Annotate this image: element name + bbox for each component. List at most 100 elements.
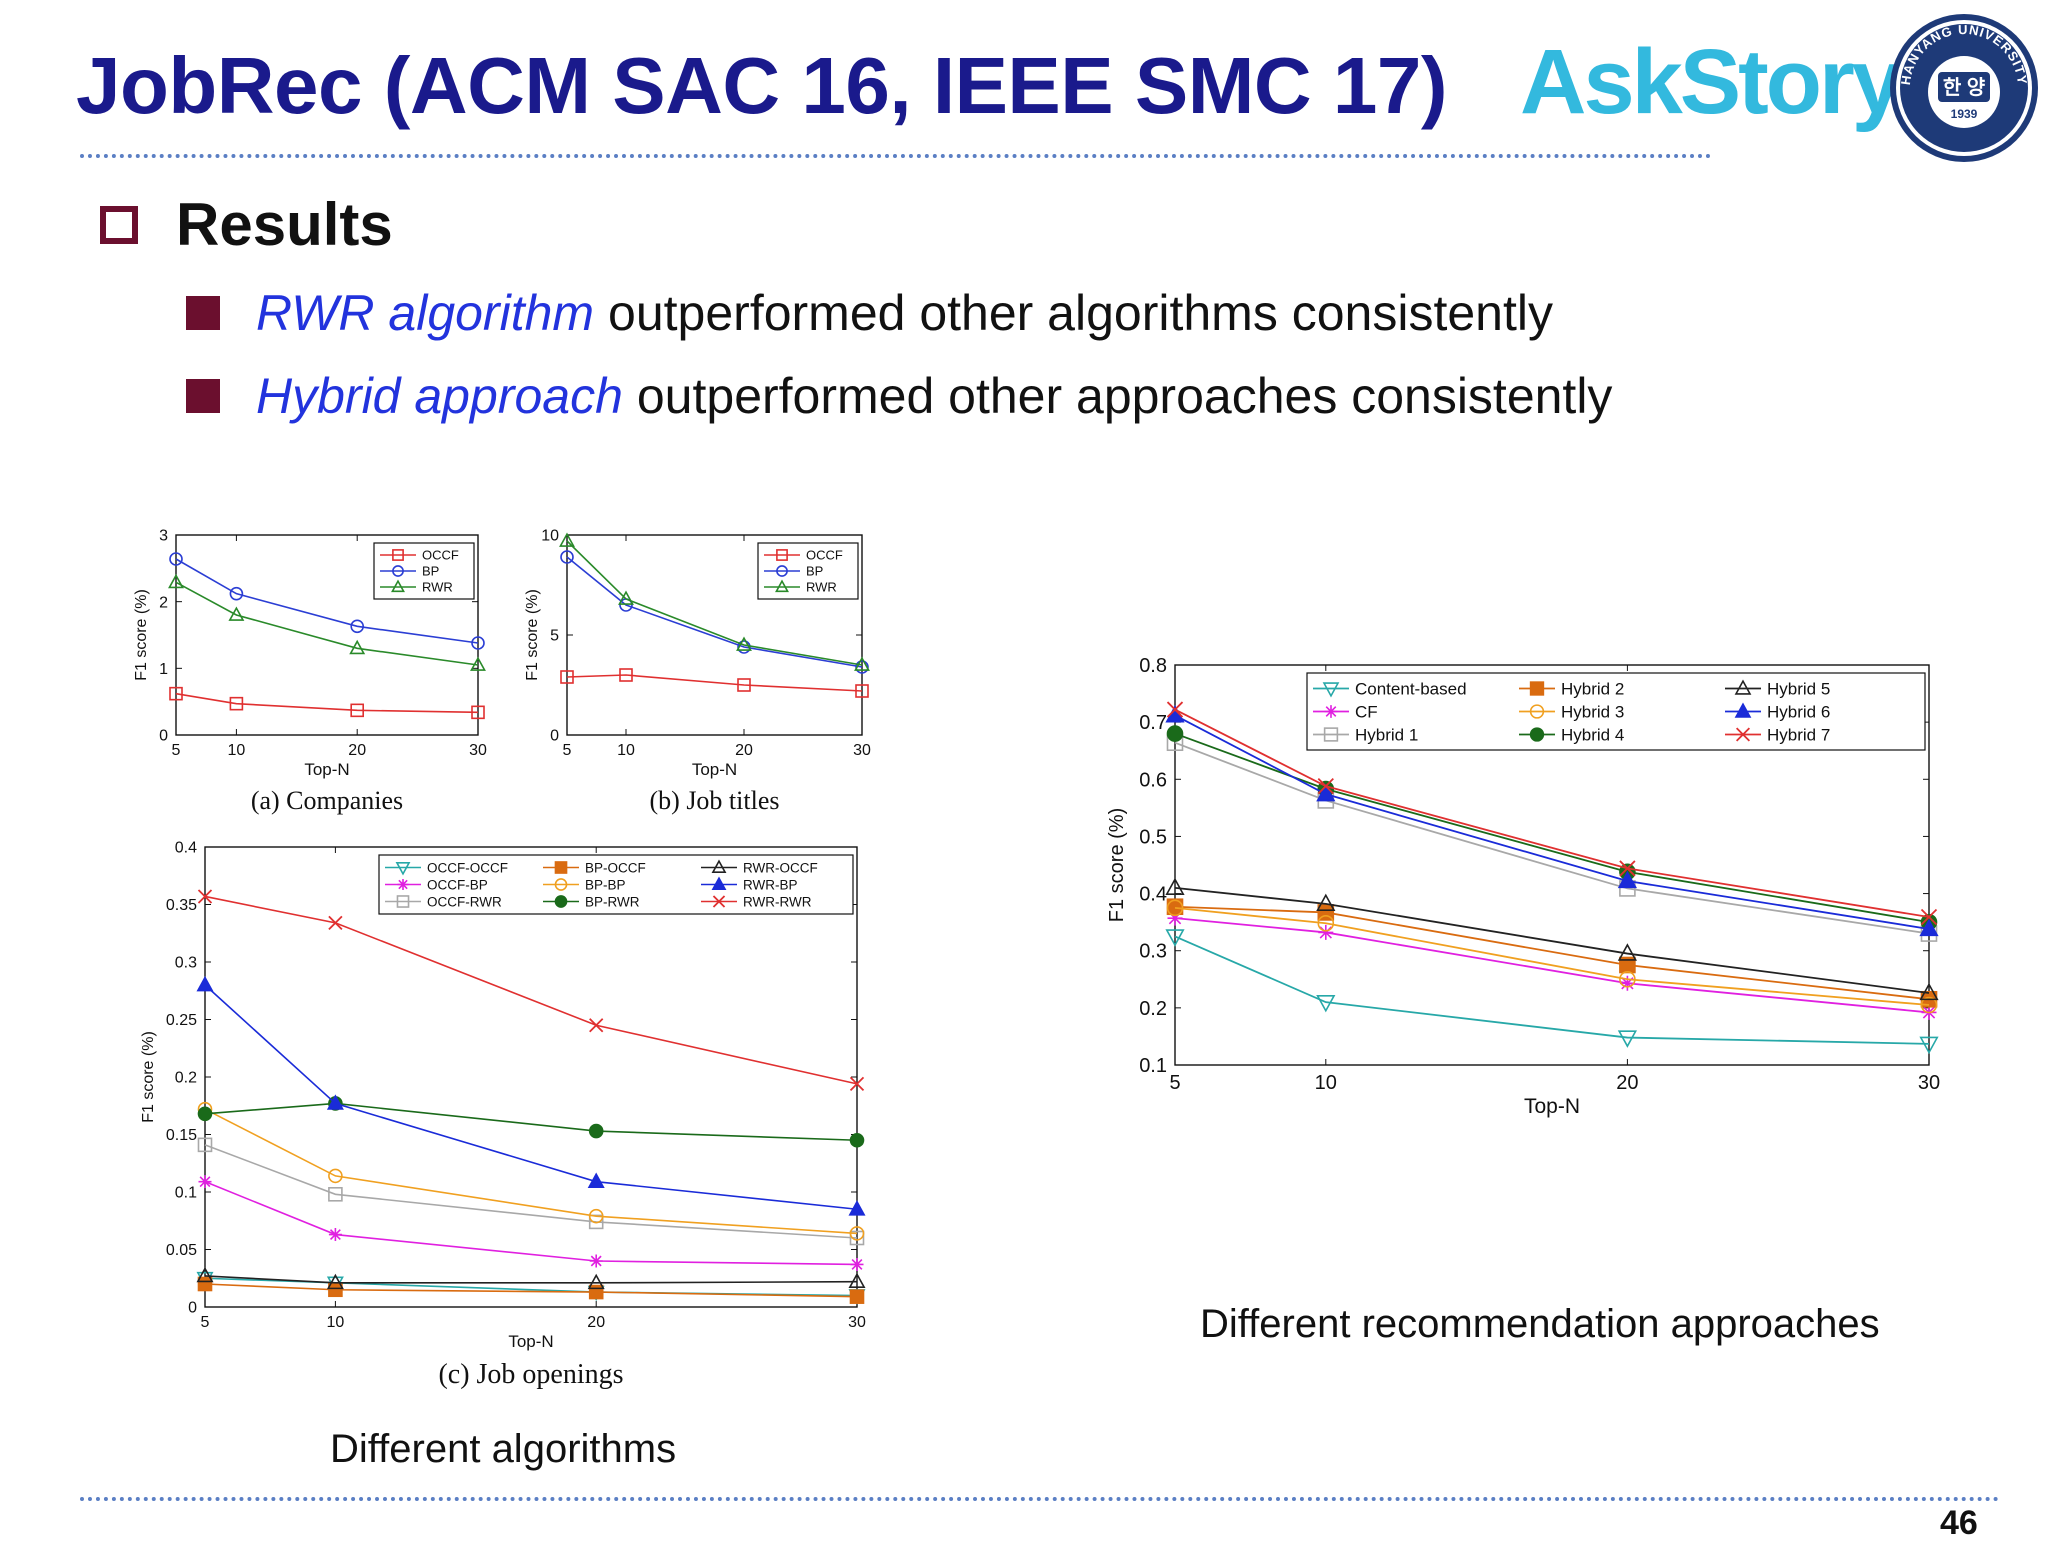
legend-label: Hybrid 2 xyxy=(1561,680,1624,699)
series-line xyxy=(566,540,863,666)
data-point xyxy=(737,678,751,692)
data-point xyxy=(350,619,364,634)
x-tick-label: 20 xyxy=(735,742,753,759)
series-rwr-bp xyxy=(196,975,866,1216)
bullet-2-text: outperformed other approaches consistent… xyxy=(636,368,1613,424)
series-hybrid-7 xyxy=(1166,701,1938,926)
legend-box xyxy=(757,542,859,600)
legend-entry-hybrid-7: Hybrid 7 xyxy=(1725,726,1830,745)
x-tick-label: 10 xyxy=(1315,1072,1337,1094)
legend-entry-hybrid-3: Hybrid 3 xyxy=(1519,703,1624,722)
series-occf xyxy=(560,668,869,698)
bullet-2: Hybrid approach outperformed other appro… xyxy=(186,367,1612,425)
y-tick-label: 0.8 xyxy=(1139,655,1167,677)
data-point xyxy=(850,1257,864,1271)
data-point xyxy=(559,532,575,547)
legend-label: BP-RWR xyxy=(585,894,640,909)
y-tick-label: 0.2 xyxy=(1139,998,1167,1020)
data-point xyxy=(855,660,869,674)
legend-label: OCCF-RWR xyxy=(427,894,502,909)
chart-c-job-openings: 0 0.05 0.1 0.15 0.2 0.25 0.3 0.35 0.4 5 10 20 30 Top-… xyxy=(140,840,866,1390)
y-tick-label: 0 xyxy=(159,728,168,745)
data-point xyxy=(326,1094,344,1110)
series-bp xyxy=(169,552,485,650)
chart-subtitle: (a) Companies xyxy=(251,786,403,815)
series-line xyxy=(1174,917,1930,1014)
legend-label: BP xyxy=(422,564,439,579)
series-line xyxy=(566,674,863,692)
legend-entry-occf-bp: OCCF-BP xyxy=(385,877,488,892)
university-seal: HANYANG UNIVERSITY 한 양 1939 xyxy=(1890,14,2038,162)
data-point xyxy=(1166,701,1184,718)
data-point xyxy=(328,1228,342,1242)
y-tick-label: 0.25 xyxy=(166,1012,197,1029)
legend-label: Hybrid 6 xyxy=(1767,703,1830,722)
legend-marker xyxy=(711,859,727,873)
legend-label: RWR-OCCF xyxy=(743,860,818,875)
y-tick-label: 2 xyxy=(159,594,168,611)
legend-entry-rwr-bp: RWR-BP xyxy=(701,876,798,892)
legend-label: Hybrid 4 xyxy=(1561,726,1624,745)
askstory-logo: AskStory xyxy=(1520,30,1903,135)
legend-entry-hybrid-2: Hybrid 2 xyxy=(1519,680,1624,699)
data-point xyxy=(588,1284,604,1300)
legend-marker xyxy=(554,878,568,891)
data-point xyxy=(197,1106,213,1122)
legend-label: Hybrid 5 xyxy=(1767,680,1830,699)
data-point xyxy=(1619,860,1636,877)
y-tick-label: 0.35 xyxy=(166,897,197,914)
series-line xyxy=(1174,732,1930,924)
data-point xyxy=(198,1175,212,1189)
page-number: 46 xyxy=(1940,1504,1978,1542)
data-point xyxy=(849,1132,865,1148)
legend-marker xyxy=(711,876,727,890)
y-axis-label: F1 score (%) xyxy=(133,589,150,681)
x-tick-label: 30 xyxy=(848,1314,866,1331)
legend-marker xyxy=(554,895,568,908)
y-tick-label: 0.05 xyxy=(166,1242,197,1259)
data-point xyxy=(229,586,244,601)
legend-marker xyxy=(776,565,788,577)
legend-marker xyxy=(392,549,404,561)
data-point xyxy=(1316,994,1336,1013)
y-tick-label: 1 xyxy=(159,661,168,678)
logo-story-text: Story xyxy=(1679,31,1903,133)
y-tick-label: 0.1 xyxy=(175,1185,197,1202)
series-rwr xyxy=(559,532,870,671)
data-point xyxy=(589,1018,604,1033)
data-point xyxy=(587,1172,605,1188)
legend-marker xyxy=(1322,682,1340,698)
legend-marker xyxy=(554,861,568,874)
y-tick-label: 5 xyxy=(550,628,559,645)
caption-different-algorithms: Different algorithms xyxy=(330,1427,677,1471)
section-heading: Results xyxy=(100,190,393,259)
data-point xyxy=(848,1272,866,1289)
legend-entry-rwr-rwr: RWR-RWR xyxy=(701,894,812,909)
data-point xyxy=(848,1200,866,1216)
y-tick-label: 0.2 xyxy=(175,1070,197,1087)
series-line xyxy=(1174,708,1930,918)
data-point xyxy=(1617,943,1638,961)
y-axis-label: F1 score (%) xyxy=(524,589,541,681)
legend-label: Hybrid 1 xyxy=(1355,726,1418,745)
caption-different-approaches: Different recommendation approaches xyxy=(1200,1302,1880,1346)
series-line xyxy=(1174,935,1930,1045)
series-occf xyxy=(169,686,485,720)
title-divider xyxy=(80,154,1712,158)
legend-entry-occf-rwr: OCCF-RWR xyxy=(385,894,502,909)
legend-marker xyxy=(391,579,405,593)
legend-marker xyxy=(1529,681,1545,696)
legend-entry-rwr-occf: RWR-OCCF xyxy=(701,859,818,875)
legend-marker xyxy=(712,895,726,908)
data-point xyxy=(1167,910,1183,926)
data-point xyxy=(471,705,485,720)
data-point xyxy=(197,1276,213,1292)
legend-label: OCCF xyxy=(422,548,459,563)
series-line xyxy=(204,1102,858,1142)
legend-label: OCCF-OCCF xyxy=(427,860,508,875)
data-point xyxy=(589,1254,603,1268)
x-axis-label: Top-N xyxy=(1524,1095,1580,1118)
x-tick-label: 5 xyxy=(201,1314,210,1331)
